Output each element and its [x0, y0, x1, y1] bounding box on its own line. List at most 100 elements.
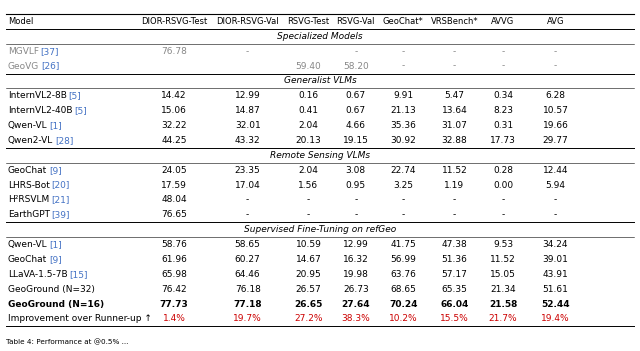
Text: 10.2%: 10.2% — [389, 314, 417, 324]
Text: [1]: [1] — [49, 121, 62, 130]
Text: -: - — [501, 47, 505, 56]
Text: 26.57: 26.57 — [296, 285, 321, 294]
Text: 51.61: 51.61 — [543, 285, 568, 294]
Text: 2.04: 2.04 — [298, 121, 319, 130]
Text: 34.24: 34.24 — [543, 240, 568, 249]
Text: 17.59: 17.59 — [161, 181, 187, 190]
Text: -: - — [452, 210, 456, 219]
Text: 66.04: 66.04 — [440, 300, 468, 309]
Text: 76.18: 76.18 — [235, 285, 260, 294]
Text: 58.20: 58.20 — [343, 62, 369, 71]
Text: 64.46: 64.46 — [235, 270, 260, 279]
Text: 27.2%: 27.2% — [294, 314, 323, 324]
Text: 63.76: 63.76 — [390, 270, 416, 279]
Text: 61.96: 61.96 — [161, 255, 187, 264]
Text: -: - — [401, 196, 405, 205]
Text: 14.87: 14.87 — [235, 106, 260, 115]
Text: [28]: [28] — [55, 136, 73, 145]
Text: RSVG-Test: RSVG-Test — [287, 17, 330, 26]
Text: 13.64: 13.64 — [442, 106, 467, 115]
Text: -: - — [554, 62, 557, 71]
Text: 1.19: 1.19 — [444, 181, 465, 190]
Text: -: - — [452, 47, 456, 56]
Text: 8.23: 8.23 — [493, 106, 513, 115]
Text: 52.44: 52.44 — [541, 300, 570, 309]
Text: DIOR-RSVG-Val: DIOR-RSVG-Val — [216, 17, 279, 26]
Text: 5.47: 5.47 — [444, 91, 465, 100]
Text: [5]: [5] — [68, 91, 81, 100]
Text: 76.65: 76.65 — [161, 210, 187, 219]
Text: H²RSVLM: H²RSVLM — [8, 196, 49, 205]
Text: VRSBench*: VRSBench* — [431, 17, 478, 26]
Text: 19.4%: 19.4% — [541, 314, 570, 324]
Text: -: - — [401, 47, 405, 56]
Text: 17.73: 17.73 — [490, 136, 516, 145]
Text: 21.7%: 21.7% — [489, 314, 517, 324]
Text: 0.67: 0.67 — [346, 91, 366, 100]
Text: 4.66: 4.66 — [346, 121, 366, 130]
Text: Remote Sensing VLMs: Remote Sensing VLMs — [270, 151, 370, 160]
Text: -: - — [354, 210, 358, 219]
Text: -: - — [452, 196, 456, 205]
Text: 47.38: 47.38 — [442, 240, 467, 249]
Text: 32.01: 32.01 — [235, 121, 260, 130]
Text: [15]: [15] — [69, 270, 88, 279]
Text: Qwen2-VL: Qwen2-VL — [8, 136, 53, 145]
Text: 0.16: 0.16 — [298, 91, 319, 100]
Text: 76.78: 76.78 — [161, 47, 187, 56]
Text: 2.04: 2.04 — [298, 166, 319, 175]
Text: 10.59: 10.59 — [296, 240, 321, 249]
Text: MGVLF: MGVLF — [8, 47, 38, 56]
Text: InternVL2-40B: InternVL2-40B — [8, 106, 72, 115]
Text: 32.22: 32.22 — [161, 121, 187, 130]
Text: -: - — [401, 62, 405, 71]
Text: 21.34: 21.34 — [490, 285, 516, 294]
Text: 14.42: 14.42 — [161, 91, 187, 100]
Text: 27.64: 27.64 — [342, 300, 370, 309]
Text: 76.42: 76.42 — [161, 285, 187, 294]
Text: 0.31: 0.31 — [493, 121, 513, 130]
Text: AVVG: AVVG — [492, 17, 515, 26]
Text: -: - — [307, 196, 310, 205]
Text: Supervised Fine-Tuning on refGeo: Supervised Fine-Tuning on refGeo — [244, 225, 396, 234]
Text: GeoGround (N=32): GeoGround (N=32) — [8, 285, 95, 294]
Text: 1.4%: 1.4% — [163, 314, 186, 324]
Text: 39.01: 39.01 — [543, 255, 568, 264]
Text: 58.76: 58.76 — [161, 240, 187, 249]
Text: 17.04: 17.04 — [235, 181, 260, 190]
Text: 26.73: 26.73 — [343, 285, 369, 294]
Text: [1]: [1] — [49, 240, 62, 249]
Text: Specialized Models: Specialized Models — [277, 32, 363, 41]
Text: -: - — [501, 196, 505, 205]
Text: -: - — [401, 210, 405, 219]
Text: 15.05: 15.05 — [490, 270, 516, 279]
Text: GeoGround (N=16): GeoGround (N=16) — [8, 300, 104, 309]
Text: 41.75: 41.75 — [390, 240, 416, 249]
Text: 30.92: 30.92 — [390, 136, 416, 145]
Text: 0.67: 0.67 — [346, 106, 366, 115]
Text: 51.36: 51.36 — [442, 255, 467, 264]
Text: 11.52: 11.52 — [442, 166, 467, 175]
Text: 20.13: 20.13 — [296, 136, 321, 145]
Text: 21.13: 21.13 — [390, 106, 416, 115]
Text: -: - — [354, 196, 358, 205]
Text: 15.06: 15.06 — [161, 106, 187, 115]
Text: Generalist VLMs: Generalist VLMs — [284, 77, 356, 86]
Text: 59.40: 59.40 — [296, 62, 321, 71]
Text: 16.32: 16.32 — [343, 255, 369, 264]
Text: Improvement over Runner-up ↑: Improvement over Runner-up ↑ — [8, 314, 152, 324]
Text: Qwen-VL: Qwen-VL — [8, 121, 47, 130]
Text: 35.36: 35.36 — [390, 121, 416, 130]
Text: [9]: [9] — [49, 255, 61, 264]
Text: 0.34: 0.34 — [493, 91, 513, 100]
Text: -: - — [501, 62, 505, 71]
Text: 44.25: 44.25 — [161, 136, 187, 145]
Text: 65.35: 65.35 — [442, 285, 467, 294]
Text: [9]: [9] — [49, 166, 61, 175]
Text: EarthGPT: EarthGPT — [8, 210, 50, 219]
Text: 60.27: 60.27 — [235, 255, 260, 264]
Text: 12.99: 12.99 — [235, 91, 260, 100]
Text: 43.32: 43.32 — [235, 136, 260, 145]
Text: -: - — [452, 62, 456, 71]
Text: 12.44: 12.44 — [543, 166, 568, 175]
